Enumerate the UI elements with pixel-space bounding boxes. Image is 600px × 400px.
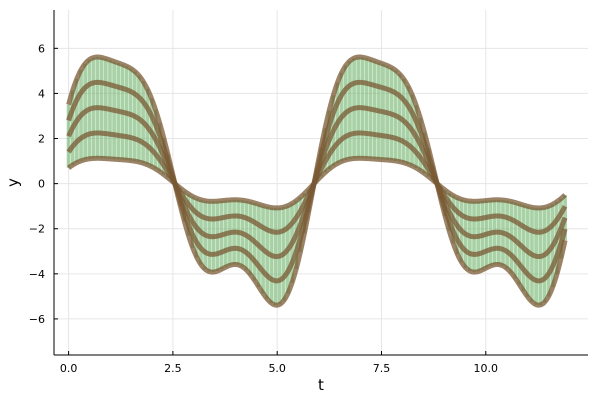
x-tick-label-2: 5.0: [268, 362, 286, 375]
grid-layer: [54, 10, 588, 355]
y-tick-label-1: −4: [29, 268, 45, 281]
y-tick-label-2: −2: [29, 223, 45, 236]
y-tick-label-3: 0: [38, 178, 45, 191]
y-tick-label-5: 4: [38, 87, 45, 100]
y-tick-label-0: −6: [29, 313, 45, 326]
series-line-5: [66, 54, 568, 308]
x-tick-label-1: 2.5: [164, 362, 182, 375]
y-tick-label-4: 2: [38, 133, 45, 146]
x-tick-label-3: 7.5: [373, 362, 391, 375]
y-tick-label-6: 6: [38, 42, 45, 55]
tick-layer: 0.0 2.5 5.0 7.5 10.0 −6 −4 −2 0 2 4 6: [29, 42, 498, 375]
series-layer: [66, 54, 568, 308]
y-axis-title: y: [4, 178, 22, 187]
x-tick-label-0: 0.0: [60, 362, 78, 375]
axis-layer: [53, 10, 588, 356]
x-axis-title: t: [318, 376, 324, 394]
x-tick-label-4: 10.0: [474, 362, 499, 375]
